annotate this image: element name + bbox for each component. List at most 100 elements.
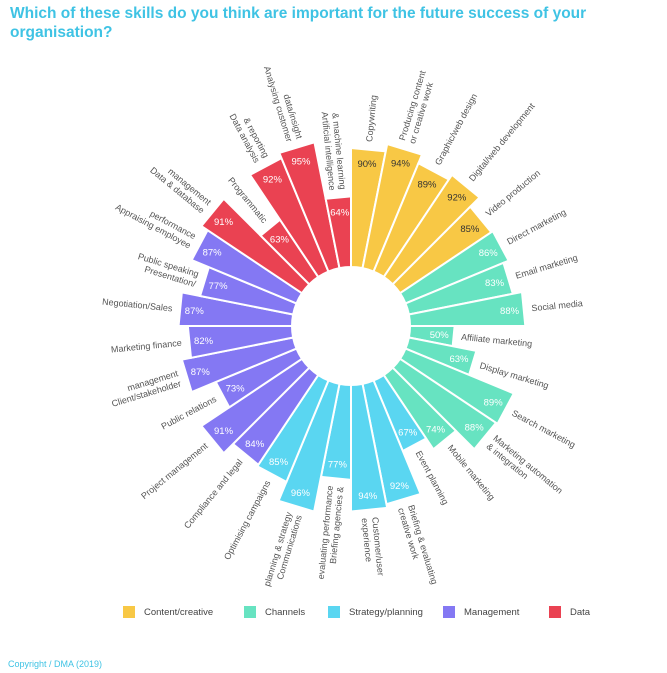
value-label: 77% xyxy=(328,460,348,471)
category-label: Optimising campaigns xyxy=(222,478,273,561)
category-label: Data & databasemanagement xyxy=(148,157,213,216)
category-label: Artificial intelligence& machine learnin… xyxy=(320,110,348,191)
value-label: 91% xyxy=(214,426,234,437)
category-label: Email marketing xyxy=(514,253,579,281)
category-label-line: Email marketing xyxy=(514,253,579,281)
bar xyxy=(324,195,352,270)
bar xyxy=(398,229,511,305)
value-label: 92% xyxy=(263,174,283,185)
value-label: 83% xyxy=(485,278,505,289)
category-label-line: Digital/web development xyxy=(467,101,537,184)
category-label: Affiliate marketing xyxy=(461,332,533,349)
bar xyxy=(382,173,482,286)
category-label-line: experience xyxy=(360,518,374,563)
category-label: Video production xyxy=(484,168,542,218)
value-label: 88% xyxy=(500,306,520,317)
bar xyxy=(277,140,341,273)
category-label-line: Marketing finance xyxy=(110,338,182,355)
bar xyxy=(391,205,493,295)
bar xyxy=(214,347,304,409)
value-label: 87% xyxy=(185,306,205,317)
value-label: 88% xyxy=(465,423,485,434)
bar xyxy=(372,373,428,453)
bar xyxy=(372,161,451,279)
legend-item-management: Management xyxy=(443,606,519,618)
legend-swatch xyxy=(123,606,135,618)
category-label: Digital/web development xyxy=(467,101,537,184)
value-label: 94% xyxy=(391,158,411,169)
bar-group: 87% Negotiation/Sales xyxy=(102,291,295,327)
category-label: Search marketing xyxy=(510,408,577,450)
value-label: 92% xyxy=(447,193,467,204)
value-label: 87% xyxy=(191,367,211,378)
value-label: 94% xyxy=(358,491,378,502)
bar xyxy=(277,379,341,513)
legend-item-strategy-planning: Strategy/planning xyxy=(328,606,423,618)
legend-item-content-creative: Content/creative xyxy=(123,606,213,618)
value-label: 90% xyxy=(357,159,377,170)
category-label: Producing contentor creative work xyxy=(397,69,438,145)
bar xyxy=(255,373,330,484)
category-label-line: Optimising campaigns xyxy=(222,478,273,561)
category-label-line: Graphic/web design xyxy=(433,92,479,167)
bar xyxy=(398,347,516,426)
category-label-line: Marketing automation xyxy=(491,433,564,496)
value-label: 86% xyxy=(479,248,499,259)
value-label: 63% xyxy=(449,354,469,365)
bar xyxy=(199,357,311,455)
bar xyxy=(177,291,295,327)
legend-label: Data xyxy=(570,606,591,618)
category-label: Graphic/web design xyxy=(433,92,479,167)
value-label: 50% xyxy=(430,330,450,341)
chart-title: Which of these skills do you think are i… xyxy=(10,5,587,41)
category-label: Data analysis& reporting xyxy=(228,107,272,165)
legend-swatch xyxy=(443,606,455,618)
category-label: Event planning xyxy=(414,449,451,506)
category-label-line: Copywriting xyxy=(364,95,379,143)
bar xyxy=(404,261,515,316)
legend-swatch xyxy=(328,606,340,618)
radial-bar-chart: 90% Copywriting 94% Producing contentor cre… xyxy=(102,62,584,590)
value-label: 91% xyxy=(214,217,234,228)
category-label-line: Direct marketing xyxy=(505,207,568,247)
category-label: Communicationsplanning & strategy xyxy=(262,510,304,590)
category-label-line: Video production xyxy=(484,168,542,218)
legend-swatch xyxy=(549,606,561,618)
category-label: Presentation/Public speaking xyxy=(134,251,201,289)
value-label: 85% xyxy=(269,457,289,468)
legend-item-channels: Channels xyxy=(244,606,305,618)
copyright: Copyright / DMA (2019) xyxy=(8,659,103,669)
value-label: 63% xyxy=(270,234,290,245)
bar xyxy=(382,366,458,451)
value-label: 64% xyxy=(330,207,350,218)
category-label: Social media xyxy=(531,298,583,313)
category-label: Copywriting xyxy=(364,95,379,143)
legend-swatch xyxy=(244,606,256,618)
bar xyxy=(407,325,456,348)
category-label: Client/stakeholdermanagement xyxy=(107,368,182,409)
category-label-line: Search marketing xyxy=(510,408,577,450)
value-label: 77% xyxy=(209,281,229,292)
value-label: 82% xyxy=(194,336,214,347)
category-label-line: Compliance and legal xyxy=(182,457,245,530)
bar xyxy=(199,197,311,295)
category-label: Marketing automation& integration xyxy=(485,433,565,504)
legend-label: Strategy/planning xyxy=(349,606,423,618)
category-label: Marketing finance xyxy=(110,338,182,355)
category-label: Project management xyxy=(139,440,210,501)
bar xyxy=(350,146,387,270)
bar xyxy=(186,325,295,360)
value-label: 89% xyxy=(484,397,504,408)
category-label: Analysing customerdata/insight xyxy=(262,62,305,144)
value-label: 92% xyxy=(390,481,410,492)
category-label: Negotiation/Sales xyxy=(102,297,174,314)
bar xyxy=(259,218,320,286)
legend-label: Content/creative xyxy=(144,606,214,618)
bar-group: 94% Customer/userexperience xyxy=(350,382,389,576)
value-label: 95% xyxy=(291,157,311,168)
legend-label: Channels xyxy=(265,606,306,618)
legend-label: Management xyxy=(464,606,520,618)
category-label-line: Affiliate marketing xyxy=(461,332,533,349)
value-label: 74% xyxy=(426,425,446,436)
bar xyxy=(180,336,298,394)
